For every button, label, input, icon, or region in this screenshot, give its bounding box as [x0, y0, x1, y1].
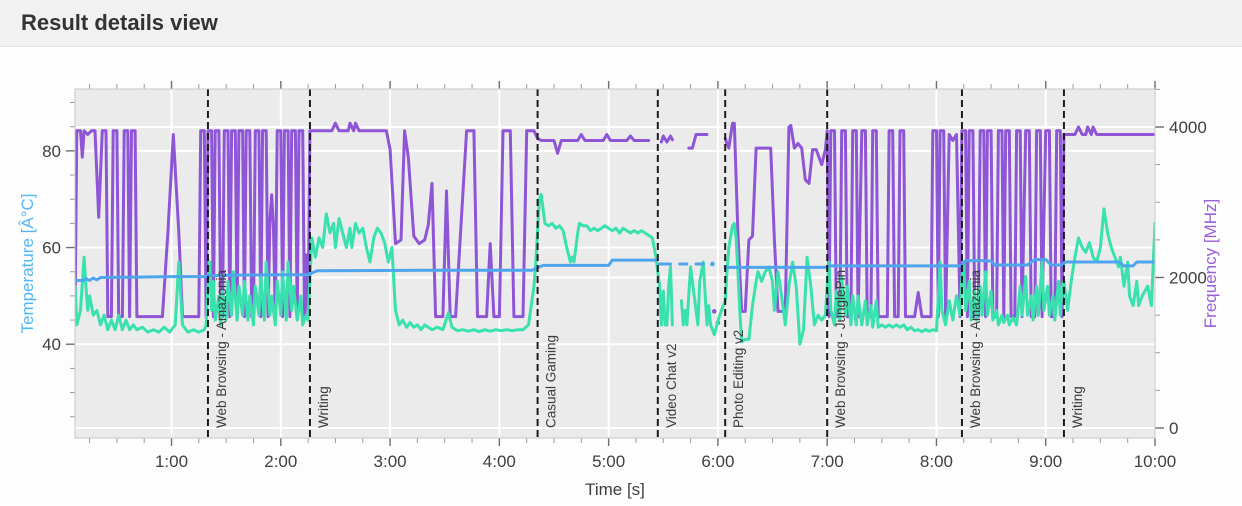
- phase-label: Photo Editing v2: [731, 330, 746, 428]
- tick-labels: 1:00 2:00 3:00 4:00 5:00 6:00 7:00 8:00 9:00 10:0…: [42, 118, 1207, 471]
- chart-area: 1:00 2:00 3:00 4:00 5:00 6:00 7:00 8:00 9:00 10:0…: [0, 47, 1242, 505]
- series-frequency: [75, 121, 1155, 325]
- right-axis-title: Frequency [MHz]: [1201, 199, 1220, 328]
- phase-markers: Web Browsing - Amazonia Writing Casual Gam…: [206, 89, 1085, 438]
- temp-tick-label: 80: [42, 142, 61, 161]
- series-temperature-green: [75, 192, 1155, 346]
- x-tick-label: 4:00: [483, 452, 516, 471]
- header-bar: Result details view: [0, 0, 1242, 47]
- series-temperature-blue: [75, 258, 1155, 282]
- plot-frame: [74, 88, 1156, 439]
- series-layer: [75, 121, 1155, 346]
- phase-label: Web Browsing - Amazonia: [214, 269, 229, 428]
- temp-tick-label: 60: [42, 239, 61, 258]
- phase-label: Web Browsing - JunglePin: [833, 270, 848, 428]
- phase-label: Web Browsing - Amazonia: [968, 269, 983, 428]
- x-tick-label: 2:00: [264, 452, 297, 471]
- phase-label: Writing: [1070, 386, 1085, 428]
- left-axis-title: Temperature [Â°C]: [18, 193, 37, 333]
- x-axis-title: Time [s]: [585, 480, 645, 499]
- page-title: Result details view: [21, 10, 218, 35]
- x-tick-label: 7:00: [811, 452, 844, 471]
- temp-tick-label: 40: [42, 335, 61, 354]
- major-ticks: [66, 81, 1164, 446]
- phase-label: Writing: [316, 386, 331, 428]
- freq-tick-label: 2000: [1169, 268, 1207, 287]
- x-tick-label: 1:00: [155, 452, 188, 471]
- results-chart: 1:00 2:00 3:00 4:00 5:00 6:00 7:00 8:00 9:00 10:0…: [18, 81, 1220, 499]
- minor-ticks: [70, 84, 1160, 443]
- x-tick-label: 6:00: [701, 452, 734, 471]
- freq-tick-label: 4000: [1169, 118, 1207, 137]
- x-tick-label: 9:00: [1029, 452, 1062, 471]
- x-tick-label: 3:00: [374, 452, 407, 471]
- x-tick-label: 10:00: [1134, 452, 1177, 471]
- x-tick-label: 5:00: [592, 452, 625, 471]
- phase-label: Casual Gaming: [544, 335, 559, 428]
- freq-tick-label: 0: [1169, 419, 1178, 438]
- x-tick-label: 8:00: [920, 452, 953, 471]
- phase-label: Video Chat v2: [664, 343, 679, 428]
